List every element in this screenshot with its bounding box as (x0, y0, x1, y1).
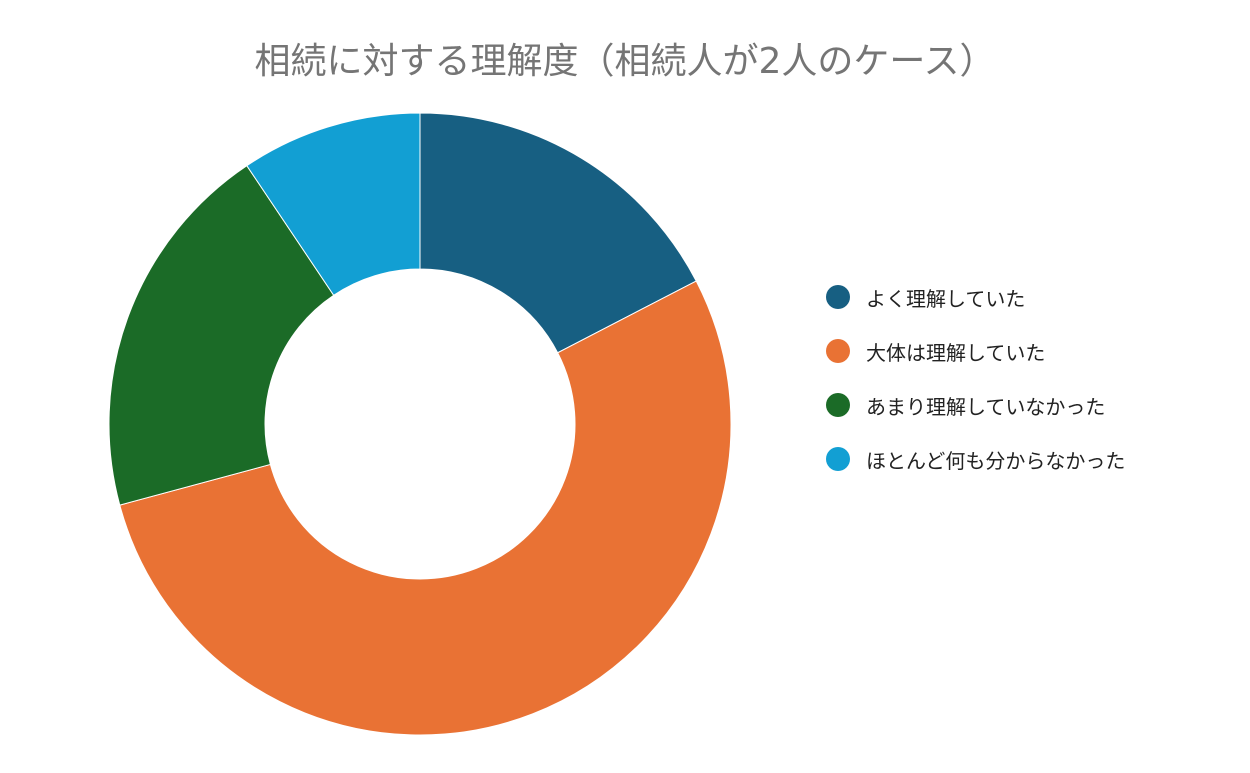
legend-item: 大体は理解していた (826, 334, 1236, 368)
legend-item: あまり理解していなかった (826, 388, 1236, 422)
chart-legend: よく理解していた 大体は理解していたあまり理解していなかった ほとんど何も分からなか… (826, 280, 1236, 496)
legend-item: ほとんど何も分からなかった (826, 442, 1236, 476)
legend-label: 大体は理解していた (866, 340, 1046, 365)
legend-label: よく理解していた (866, 286, 1026, 311)
legend-label: ほとんど何も分からなかった (866, 448, 1126, 473)
donut-slice-1 (419, 112, 697, 354)
donut-chart (108, 112, 732, 736)
legend-item: よく理解していた (826, 280, 1236, 314)
legend-swatch (826, 447, 850, 471)
legend-label: あまり理解していなかった (866, 394, 1106, 419)
legend-swatch (826, 339, 850, 363)
donut-slice-2 (119, 280, 732, 736)
chart-title: 相続に対する理解度（相続人が2人のケース） (254, 41, 996, 82)
donut-slice-4 (246, 112, 421, 296)
donut-slice-3 (108, 164, 335, 506)
legend-swatch (826, 393, 850, 417)
legend-swatch (826, 285, 850, 309)
